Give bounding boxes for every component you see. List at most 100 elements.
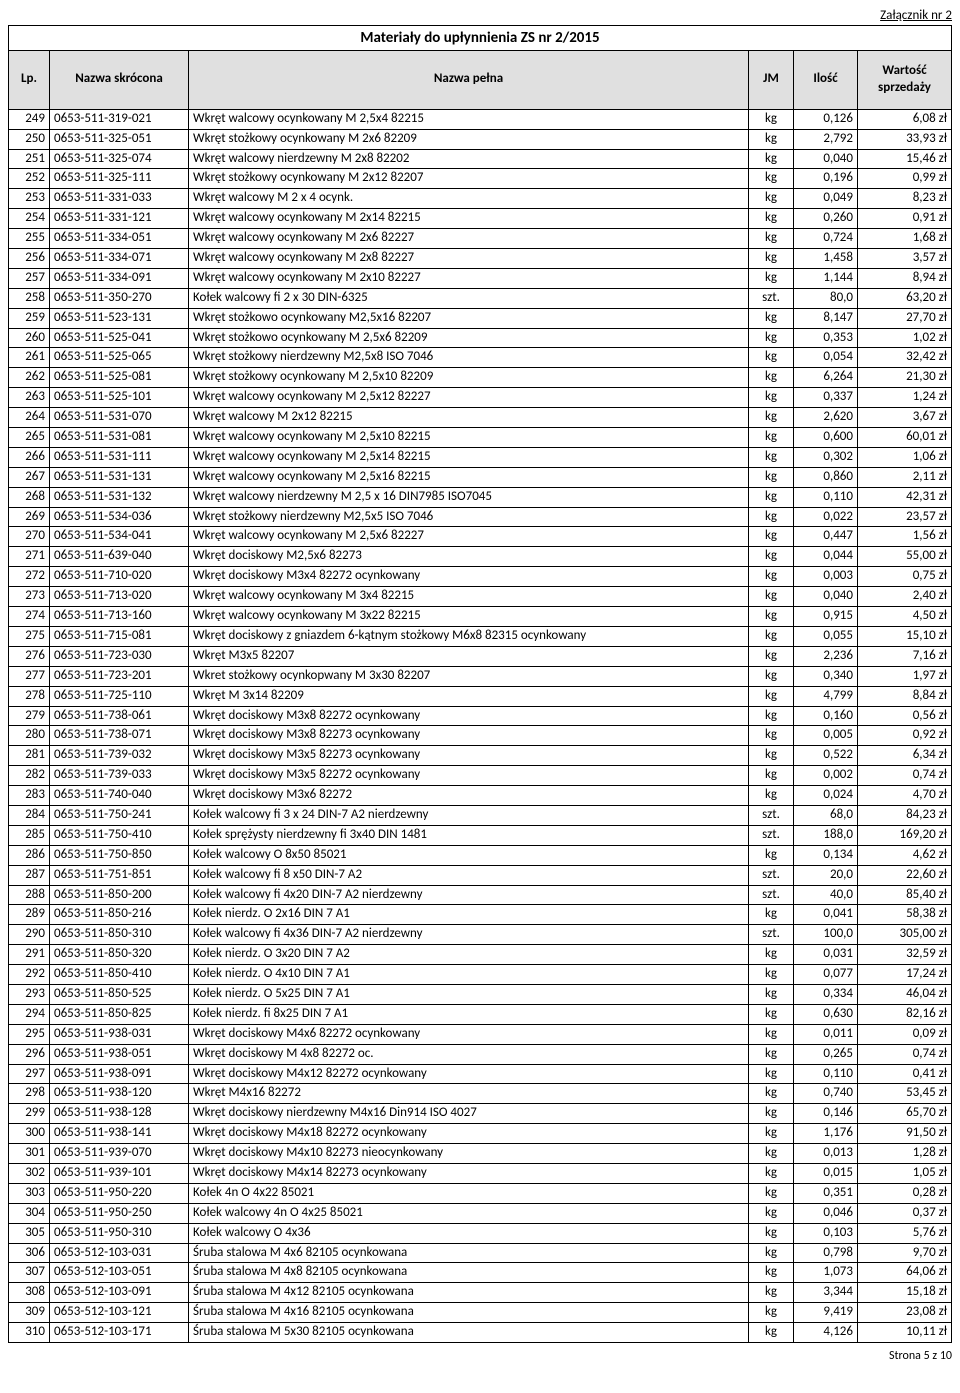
table-row: 2830653-511-740-040Wkręt dociskowy M3x6 …: [9, 786, 952, 806]
cell-jm: kg: [749, 666, 794, 686]
cell-lp: 301: [9, 1144, 50, 1164]
table-row: 2810653-511-739-032Wkręt dociskowy M3x5 …: [9, 746, 952, 766]
cell-val: 6,08 zł: [858, 109, 952, 129]
table-row: 2880653-511-850-200Kołek walcowy fi 4x20…: [9, 885, 952, 905]
cell-qty: 0,630: [794, 1004, 858, 1024]
cell-lp: 261: [9, 348, 50, 368]
cell-short: 0653-511-938-128: [50, 1104, 189, 1124]
cell-qty: 0,351: [794, 1183, 858, 1203]
table-row: 2910653-511-850-320Kołek nierdz. O 3x20 …: [9, 945, 952, 965]
cell-val: 10,11 zł: [858, 1323, 952, 1343]
cell-qty: 0,126: [794, 109, 858, 129]
cell-qty: 0,522: [794, 746, 858, 766]
cell-val: 0,09 zł: [858, 1024, 952, 1044]
cell-val: 3,57 zł: [858, 249, 952, 269]
cell-lp: 252: [9, 169, 50, 189]
table-row: 2560653-511-334-071Wkręt walcowy ocynkow…: [9, 249, 952, 269]
cell-qty: 0,041: [794, 905, 858, 925]
cell-qty: 1,458: [794, 249, 858, 269]
table-row: 2920653-511-850-410Kołek nierdz. O 4x10 …: [9, 965, 952, 985]
cell-short: 0653-511-750-410: [50, 825, 189, 845]
cell-short: 0653-511-938-031: [50, 1024, 189, 1044]
cell-lp: 278: [9, 686, 50, 706]
cell-full: Wkręt stożkowo ocynkowany M2,5x16 82207: [189, 308, 749, 328]
cell-jm: szt.: [749, 288, 794, 308]
cell-full: Wkręt walcowy M 2 x 4 ocynk.: [189, 189, 749, 209]
cell-jm: kg: [749, 1004, 794, 1024]
cell-lp: 255: [9, 229, 50, 249]
cell-lp: 263: [9, 388, 50, 408]
cell-full: Śruba stalowa M 4x6 82105 ocynkowana: [189, 1243, 749, 1263]
cell-lp: 287: [9, 865, 50, 885]
cell-jm: kg: [749, 1223, 794, 1243]
table-row: 2970653-511-938-091Wkręt dociskowy M4x12…: [9, 1064, 952, 1084]
cell-full: Wkręt walcowy ocynkowany M 2x10 82227: [189, 268, 749, 288]
cell-lp: 266: [9, 447, 50, 467]
cell-lp: 260: [9, 328, 50, 348]
cell-val: 84,23 zł: [858, 805, 952, 825]
table-row: 2490653-511-319-021Wkręt walcowy ocynkow…: [9, 109, 952, 129]
cell-val: 85,40 zł: [858, 885, 952, 905]
cell-full: Wkręt walcowy ocynkowany M 3x22 82215: [189, 607, 749, 627]
cell-lp: 305: [9, 1223, 50, 1243]
cell-short: 0653-511-723-201: [50, 666, 189, 686]
cell-short: 0653-511-850-216: [50, 905, 189, 925]
cell-short: 0653-511-531-070: [50, 408, 189, 428]
cell-lp: 264: [9, 408, 50, 428]
cell-lp: 250: [9, 129, 50, 149]
cell-short: 0653-511-740-040: [50, 786, 189, 806]
table-row: 3010653-511-939-070Wkręt dociskowy M4x10…: [9, 1144, 952, 1164]
cell-val: 0,75 zł: [858, 567, 952, 587]
cell-full: Wkręt stożkowy nierdzewny M2,5x5 ISO 704…: [189, 507, 749, 527]
table-row: 2860653-511-750-850Kołek walcowy O 8x50 …: [9, 845, 952, 865]
cell-short: 0653-511-525-081: [50, 368, 189, 388]
cell-qty: 0,353: [794, 328, 858, 348]
table-row: 3030653-511-950-220Kołek 4n O 4x22 85021…: [9, 1183, 952, 1203]
cell-val: 0,28 zł: [858, 1183, 952, 1203]
cell-val: 15,18 zł: [858, 1283, 952, 1303]
table-row: 3100653-512-103-171Śruba stalowa M 5x30 …: [9, 1323, 952, 1343]
cell-lp: 265: [9, 428, 50, 448]
cell-val: 9,70 zł: [858, 1243, 952, 1263]
cell-full: Wkręt stożkowy nierdzewny M2,5x8 ISO 704…: [189, 348, 749, 368]
cell-qty: 80,0: [794, 288, 858, 308]
table-row: 2820653-511-739-033Wkręt dociskowy M3x5 …: [9, 766, 952, 786]
cell-qty: 0,031: [794, 945, 858, 965]
cell-lp: 254: [9, 209, 50, 229]
cell-val: 8,84 zł: [858, 686, 952, 706]
cell-jm: kg: [749, 447, 794, 467]
cell-val: 27,70 zł: [858, 308, 952, 328]
table-row: 2770653-511-723-201Wkret stożkowy ocynko…: [9, 666, 952, 686]
cell-qty: 0,265: [794, 1044, 858, 1064]
cell-qty: 2,792: [794, 129, 858, 149]
cell-full: Kołek walcowy fi 3 x 24 DIN-7 A2 nierdze…: [189, 805, 749, 825]
cell-qty: 8,147: [794, 308, 858, 328]
cell-val: 2,11 zł: [858, 467, 952, 487]
cell-qty: 1,176: [794, 1124, 858, 1144]
header-short: Nazwa skrócona: [50, 51, 189, 110]
table-row: 2700653-511-534-041Wkręt walcowy ocynkow…: [9, 527, 952, 547]
cell-short: 0653-511-710-020: [50, 567, 189, 587]
cell-val: 4,62 zł: [858, 845, 952, 865]
cell-val: 0,74 zł: [858, 766, 952, 786]
cell-jm: szt.: [749, 925, 794, 945]
table-row: 2960653-511-938-051Wkręt dociskowy M 4x8…: [9, 1044, 952, 1064]
cell-jm: szt.: [749, 825, 794, 845]
cell-qty: 0,724: [794, 229, 858, 249]
cell-lp: 270: [9, 527, 50, 547]
cell-full: Kołek sprężysty nierdzewny fi 3x40 DIN 1…: [189, 825, 749, 845]
cell-qty: 2,620: [794, 408, 858, 428]
cell-qty: 0,005: [794, 726, 858, 746]
cell-jm: szt.: [749, 885, 794, 905]
cell-qty: 188,0: [794, 825, 858, 845]
cell-lp: 267: [9, 467, 50, 487]
cell-full: Wkręt walcowy ocynkowany M 2,5x10 82215: [189, 428, 749, 448]
cell-short: 0653-511-950-220: [50, 1183, 189, 1203]
cell-full: Kołek walcowy O 8x50 85021: [189, 845, 749, 865]
cell-full: Wkręt dociskowy M4x18 82272 ocynkowany: [189, 1124, 749, 1144]
table-row: 2530653-511-331-033Wkręt walcowy M 2 x 4…: [9, 189, 952, 209]
cell-qty: 0,024: [794, 786, 858, 806]
cell-short: 0653-511-939-070: [50, 1144, 189, 1164]
cell-jm: kg: [749, 1243, 794, 1263]
cell-lp: 308: [9, 1283, 50, 1303]
